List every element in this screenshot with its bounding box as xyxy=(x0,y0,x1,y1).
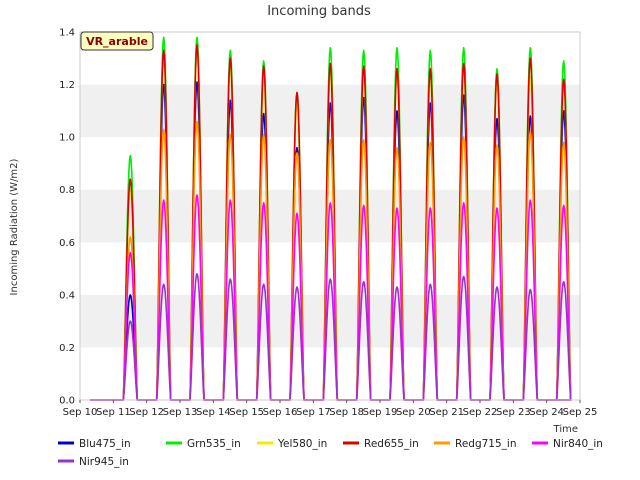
y-tick-label: 1.4 xyxy=(59,28,75,39)
x-tick-label: Sep 16 xyxy=(263,407,298,418)
y-axis-ticks: 0.0 0.2 0.4 0.6 0.8 1.0 1.2 1.4 xyxy=(59,28,75,407)
x-tick-label: Sep 12 xyxy=(129,407,164,418)
x-tick-label: Sep 22 xyxy=(463,407,498,418)
plot-frame xyxy=(79,31,581,401)
grid-band xyxy=(80,294,580,348)
legend-label: Redg715_in xyxy=(455,438,516,450)
legend-label: Nir945_in xyxy=(79,456,129,468)
x-tick-label: Sep 18 xyxy=(329,407,364,418)
station-badge: VR_arable xyxy=(80,31,154,51)
y-tick-label: 0.4 xyxy=(59,290,75,301)
chart-title: Incoming bands xyxy=(267,4,371,19)
station-badge-text: VR_arable xyxy=(86,35,148,48)
x-tick-label: Sep 15 xyxy=(229,407,264,418)
legend-label: Blu475_in xyxy=(79,438,131,450)
grid-band xyxy=(80,189,580,243)
grid-bands xyxy=(80,32,580,400)
y-tick-label: 0.8 xyxy=(59,185,75,196)
x-tick-label: Sep 10 xyxy=(63,407,98,418)
legend: Blu475_in Grn535_in Yel580_in Red655_in Redg… xyxy=(58,438,603,468)
x-axis-label: Time xyxy=(553,424,578,435)
station-badge-box xyxy=(80,31,154,51)
y-tick-label: 1.2 xyxy=(59,80,75,91)
grid-band xyxy=(80,347,580,400)
legend-label: Red655_in xyxy=(364,438,419,450)
y-tick-label: 0.0 xyxy=(59,396,75,407)
y-tick-label: 1.0 xyxy=(59,133,75,144)
y-axis-label: Incoming Radiation (W/m2) xyxy=(9,158,20,295)
legend-label: Grn535_in xyxy=(187,438,241,450)
x-tick-label: Sep 20 xyxy=(396,407,431,418)
x-tick-label: Sep 11 xyxy=(96,407,131,418)
x-tick-label: Sep 24 xyxy=(529,407,564,418)
x-tick-label: Sep 19 xyxy=(363,407,398,418)
y-tick-label: 0.2 xyxy=(59,343,75,354)
legend-label: Nir840_in xyxy=(553,438,603,450)
x-tick-label: Sep 21 xyxy=(429,407,464,418)
x-tick-label: Sep 25 xyxy=(563,407,598,418)
y-tick-label: 0.6 xyxy=(59,238,75,249)
x-tick-label: Sep 13 xyxy=(163,407,198,418)
x-tick-label: Sep 14 xyxy=(196,407,231,418)
x-tick-label: Sep 23 xyxy=(496,407,531,418)
grid-band xyxy=(80,242,580,295)
x-tick-label: Sep 17 xyxy=(296,407,331,418)
legend-label: Yel580_in xyxy=(277,438,327,450)
